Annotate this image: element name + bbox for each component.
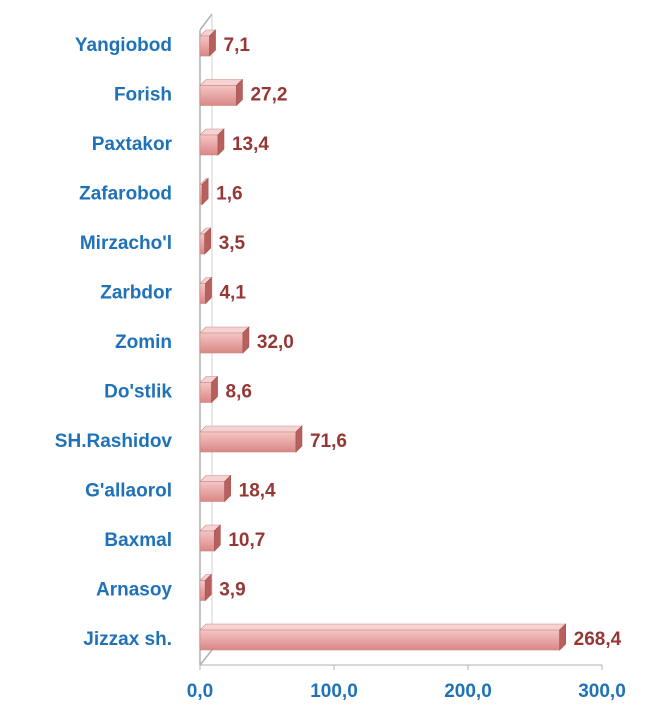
x-tick-label: 100,0 xyxy=(310,681,358,702)
y-tick-label: Baxmal xyxy=(104,530,172,551)
bar-side xyxy=(204,573,212,602)
value-label: 1,6 xyxy=(216,184,242,205)
y-tick-label: Forish xyxy=(114,85,172,106)
bar-side xyxy=(214,524,221,552)
y-tick-label: Mirzacho'l xyxy=(80,233,172,254)
value-label: 3,9 xyxy=(219,580,245,601)
y-tick-label: Jizzax sh. xyxy=(83,629,172,650)
bar xyxy=(199,431,297,453)
value-label: 18,4 xyxy=(239,481,276,502)
y-tick-label: Paxtakor xyxy=(92,134,173,155)
value-label: 32,0 xyxy=(257,332,294,353)
bar xyxy=(199,382,212,403)
bar-top xyxy=(199,623,567,631)
value-label: 7,1 xyxy=(224,35,251,56)
bar-side xyxy=(236,78,243,107)
value-label: 4,1 xyxy=(219,283,246,304)
bar xyxy=(199,134,219,156)
x-tick-label: 200,0 xyxy=(444,681,492,702)
y-tick-label: Arnasoy xyxy=(96,580,172,601)
bar-top xyxy=(199,425,303,433)
y-tick-label: Zomin xyxy=(115,332,172,353)
bar xyxy=(199,184,203,205)
x-tick-label: 300,0 xyxy=(578,681,626,702)
value-label: 27,2 xyxy=(250,85,287,106)
y-tick-label: Zafarobod xyxy=(79,184,172,205)
bar-side xyxy=(295,425,303,453)
bar-side xyxy=(242,326,250,354)
bar xyxy=(199,233,205,255)
bar xyxy=(199,580,206,601)
y-tick-label: Zarbdor xyxy=(100,283,172,304)
bar xyxy=(199,283,206,304)
bar-side xyxy=(201,177,209,206)
value-label: 10,7 xyxy=(228,530,265,551)
bar-side xyxy=(204,227,211,255)
bar xyxy=(199,35,210,57)
x-tick-label: 0,0 xyxy=(187,681,213,702)
y-tick-label: G'allaorol xyxy=(85,481,172,502)
bar xyxy=(199,629,560,651)
bar-side xyxy=(217,128,225,156)
y-tick-label: Yangiobod xyxy=(75,35,172,56)
bar-top xyxy=(199,326,250,334)
bar-side xyxy=(211,375,218,404)
bar xyxy=(199,530,215,552)
bar-side xyxy=(209,29,216,57)
value-label: 3,5 xyxy=(219,233,246,254)
bar-side xyxy=(224,474,231,503)
value-label: 8,6 xyxy=(226,382,252,403)
value-label: 13,4 xyxy=(232,134,269,155)
bar-top xyxy=(199,79,244,86)
bar xyxy=(199,332,244,354)
bar xyxy=(199,85,237,106)
bar-side xyxy=(205,276,212,305)
value-label: 268,4 xyxy=(574,629,622,650)
y-tick-label: SH.Rashidov xyxy=(55,431,173,452)
bar-side xyxy=(559,623,566,651)
bar xyxy=(199,481,225,502)
y-tick-label: Do'stlik xyxy=(104,382,172,403)
value-label: 71,6 xyxy=(310,431,347,452)
